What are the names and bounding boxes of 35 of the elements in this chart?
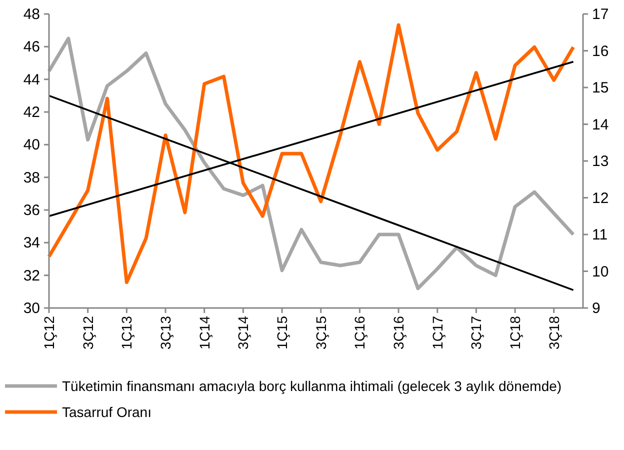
x-tick-label: 1Ç18 [507, 316, 524, 350]
x-tick-label: 1Ç17 [429, 316, 446, 350]
x-tick-label: 3Ç16 [390, 316, 407, 350]
y2-tick-label: 12 [592, 190, 609, 207]
x-tick-label: 3Ç17 [468, 316, 484, 350]
y-tick-label: 46 [23, 38, 40, 56]
x-tick-label: 1Ç14 [196, 316, 212, 350]
y-tick-label: 40 [23, 136, 40, 154]
y2-tick-label: 9 [592, 300, 600, 317]
x-tick-label: 3Ç18 [546, 316, 562, 350]
y2-tick-label: 17 [592, 6, 609, 23]
y-tick-label: 34 [23, 234, 40, 252]
x-tick-label: 3Ç12 [80, 316, 96, 350]
y-tick-label: 44 [23, 71, 40, 88]
x-tick-label: 1Ç16 [352, 316, 368, 350]
y2-tick-label: 10 [592, 263, 609, 280]
y-tick-label: 30 [23, 300, 40, 317]
y-tick-label: 48 [23, 6, 40, 23]
x-tick-label: 1Ç15 [274, 316, 290, 350]
legend-label: Tüketimin finansmanı amacıyla borç kullanma ihtimali (gelecek 3 aylık dönemde) [62, 378, 562, 394]
y2-tick-label: 15 [592, 80, 609, 96]
x-tick-label: 3Ç13 [158, 316, 174, 350]
x-tick-label: 1Ç13 [118, 316, 135, 350]
x-tick-label: 3Ç14 [235, 316, 252, 350]
x-tick-label: 1Ç12 [41, 316, 57, 350]
y2-tick-label: 11 [592, 226, 608, 244]
y2-tick-label: 13 [592, 153, 609, 170]
y2-tick-label: 16 [592, 42, 609, 60]
x-tick-label: 3Ç15 [312, 316, 329, 350]
y-tick-label: 32 [23, 267, 40, 284]
y2-tick-label: 14 [592, 116, 609, 134]
y-tick-label: 38 [23, 169, 40, 186]
y-tick-label: 36 [23, 202, 40, 219]
legend-label: Tasarruf Oranı [62, 404, 152, 420]
y-tick-label: 42 [23, 104, 40, 121]
